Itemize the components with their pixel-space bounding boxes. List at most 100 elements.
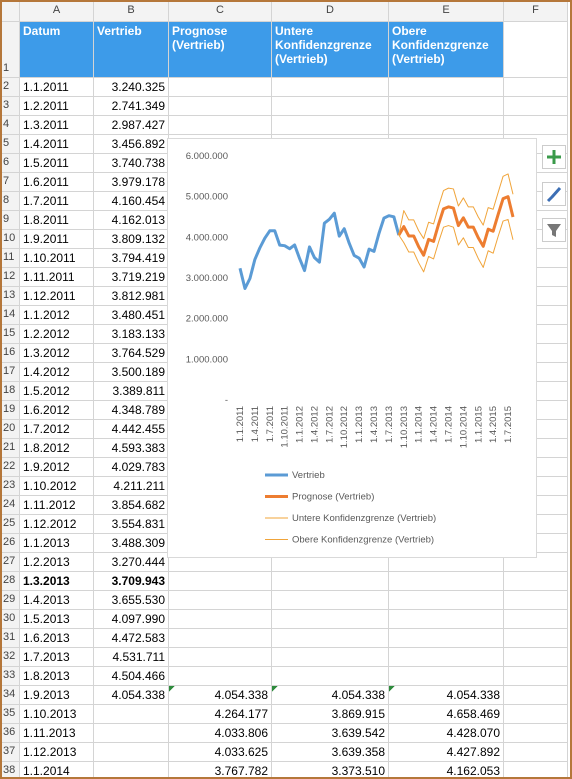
row-header[interactable]: 6 bbox=[2, 154, 20, 173]
row-header[interactable]: 32 bbox=[2, 648, 20, 667]
cell[interactable] bbox=[169, 97, 272, 116]
cell[interactable]: 1.7.2013 bbox=[20, 648, 94, 667]
cell[interactable] bbox=[504, 591, 568, 610]
cell[interactable] bbox=[94, 724, 169, 743]
header-cell[interactable] bbox=[504, 22, 568, 78]
cell[interactable]: 1.3.2013 bbox=[20, 572, 94, 591]
cell[interactable]: 1.2.2011 bbox=[20, 97, 94, 116]
cell[interactable] bbox=[504, 78, 568, 97]
cell[interactable] bbox=[169, 610, 272, 629]
cell[interactable]: 3.240.325 bbox=[94, 78, 169, 97]
cell[interactable] bbox=[272, 629, 389, 648]
cell[interactable] bbox=[169, 116, 272, 135]
row-header[interactable]: 24 bbox=[2, 496, 20, 515]
cell[interactable]: 3.655.530 bbox=[94, 591, 169, 610]
cell[interactable]: 1.11.2011 bbox=[20, 268, 94, 287]
cell[interactable]: 1.3.2012 bbox=[20, 344, 94, 363]
row-header[interactable]: 28 bbox=[2, 572, 20, 591]
cell[interactable] bbox=[389, 629, 504, 648]
cell[interactable]: 3.639.358 bbox=[272, 743, 389, 762]
cell[interactable] bbox=[272, 116, 389, 135]
cell[interactable]: 4.054.338 bbox=[272, 686, 389, 705]
cell[interactable] bbox=[504, 553, 568, 572]
row-header[interactable]: 22 bbox=[2, 458, 20, 477]
row-header[interactable]: 14 bbox=[2, 306, 20, 325]
cell[interactable]: 3.979.178 bbox=[94, 173, 169, 192]
cell[interactable]: 1.4.2012 bbox=[20, 363, 94, 382]
cell[interactable] bbox=[389, 97, 504, 116]
row-header[interactable]: 8 bbox=[2, 192, 20, 211]
cell[interactable] bbox=[94, 762, 169, 777]
cell[interactable]: 1.1.2011 bbox=[20, 78, 94, 97]
row-header[interactable]: 19 bbox=[2, 401, 20, 420]
cell[interactable]: 1.12.2011 bbox=[20, 287, 94, 306]
cell[interactable]: 1.11.2013 bbox=[20, 724, 94, 743]
row-header[interactable]: 34 bbox=[2, 686, 20, 705]
row-header[interactable]: 31 bbox=[2, 629, 20, 648]
cell[interactable]: 3.809.132 bbox=[94, 230, 169, 249]
cell[interactable]: 4.211.211 bbox=[94, 477, 169, 496]
cell[interactable]: 4.504.466 bbox=[94, 667, 169, 686]
cell[interactable] bbox=[169, 553, 272, 572]
cell[interactable] bbox=[389, 610, 504, 629]
cell[interactable]: 3.709.943 bbox=[94, 572, 169, 591]
cell[interactable]: 4.427.892 bbox=[389, 743, 504, 762]
row-header[interactable]: 21 bbox=[2, 439, 20, 458]
cell[interactable]: 1.2.2013 bbox=[20, 553, 94, 572]
cell[interactable]: 1.2.2012 bbox=[20, 325, 94, 344]
cell[interactable] bbox=[389, 591, 504, 610]
row-header[interactable]: 1 bbox=[2, 22, 20, 78]
cell[interactable]: 1.12.2012 bbox=[20, 515, 94, 534]
cell[interactable]: 3.639.542 bbox=[272, 724, 389, 743]
row-header[interactable]: 12 bbox=[2, 268, 20, 287]
cell[interactable]: 1.3.2011 bbox=[20, 116, 94, 135]
cell[interactable]: 4.162.013 bbox=[94, 211, 169, 230]
cell[interactable]: 3.373.510 bbox=[272, 762, 389, 777]
cell[interactable]: 4.054.338 bbox=[94, 686, 169, 705]
cell[interactable]: 4.442.455 bbox=[94, 420, 169, 439]
cell[interactable] bbox=[272, 667, 389, 686]
cell[interactable]: 3.500.189 bbox=[94, 363, 169, 382]
header-cell[interactable]: Vertrieb bbox=[94, 22, 169, 78]
cell[interactable] bbox=[272, 591, 389, 610]
cell[interactable] bbox=[169, 591, 272, 610]
row-header[interactable]: 2 bbox=[2, 78, 20, 97]
cell[interactable]: 1.5.2013 bbox=[20, 610, 94, 629]
cell[interactable]: 1.5.2011 bbox=[20, 154, 94, 173]
cell[interactable] bbox=[504, 629, 568, 648]
row-header[interactable]: 29 bbox=[2, 591, 20, 610]
cell[interactable]: 3.854.682 bbox=[94, 496, 169, 515]
cell[interactable]: 3.794.419 bbox=[94, 249, 169, 268]
cell[interactable]: 4.033.806 bbox=[169, 724, 272, 743]
cell[interactable]: 1.9.2012 bbox=[20, 458, 94, 477]
row-header[interactable]: 4 bbox=[2, 116, 20, 135]
row-header[interactable]: 37 bbox=[2, 743, 20, 762]
cell[interactable]: 1.1.2012 bbox=[20, 306, 94, 325]
cell[interactable] bbox=[504, 686, 568, 705]
row-header[interactable]: 16 bbox=[2, 344, 20, 363]
cell[interactable] bbox=[504, 705, 568, 724]
header-cell[interactable]: Prognose (Vertrieb) bbox=[169, 22, 272, 78]
row-header[interactable]: 9 bbox=[2, 211, 20, 230]
column-header[interactable]: E bbox=[389, 2, 504, 22]
cell[interactable]: 4.348.789 bbox=[94, 401, 169, 420]
cell[interactable]: 1.4.2013 bbox=[20, 591, 94, 610]
row-header[interactable]: 13 bbox=[2, 287, 20, 306]
row-header[interactable]: 26 bbox=[2, 534, 20, 553]
row-header[interactable]: 17 bbox=[2, 363, 20, 382]
cell[interactable]: 3.389.811 bbox=[94, 382, 169, 401]
cell[interactable]: 1.10.2013 bbox=[20, 705, 94, 724]
cell[interactable]: 3.183.133 bbox=[94, 325, 169, 344]
cell[interactable] bbox=[272, 648, 389, 667]
cell[interactable]: 1.4.2011 bbox=[20, 135, 94, 154]
row-header[interactable]: 11 bbox=[2, 249, 20, 268]
row-header[interactable]: 5 bbox=[2, 135, 20, 154]
cell[interactable]: 4.264.177 bbox=[169, 705, 272, 724]
row-header[interactable]: 23 bbox=[2, 477, 20, 496]
cell[interactable]: 3.719.219 bbox=[94, 268, 169, 287]
chart-style-button[interactable] bbox=[542, 182, 566, 206]
row-header[interactable]: 7 bbox=[2, 173, 20, 192]
cell[interactable]: 4.054.338 bbox=[389, 686, 504, 705]
row-header[interactable]: 27 bbox=[2, 553, 20, 572]
cell[interactable] bbox=[272, 610, 389, 629]
